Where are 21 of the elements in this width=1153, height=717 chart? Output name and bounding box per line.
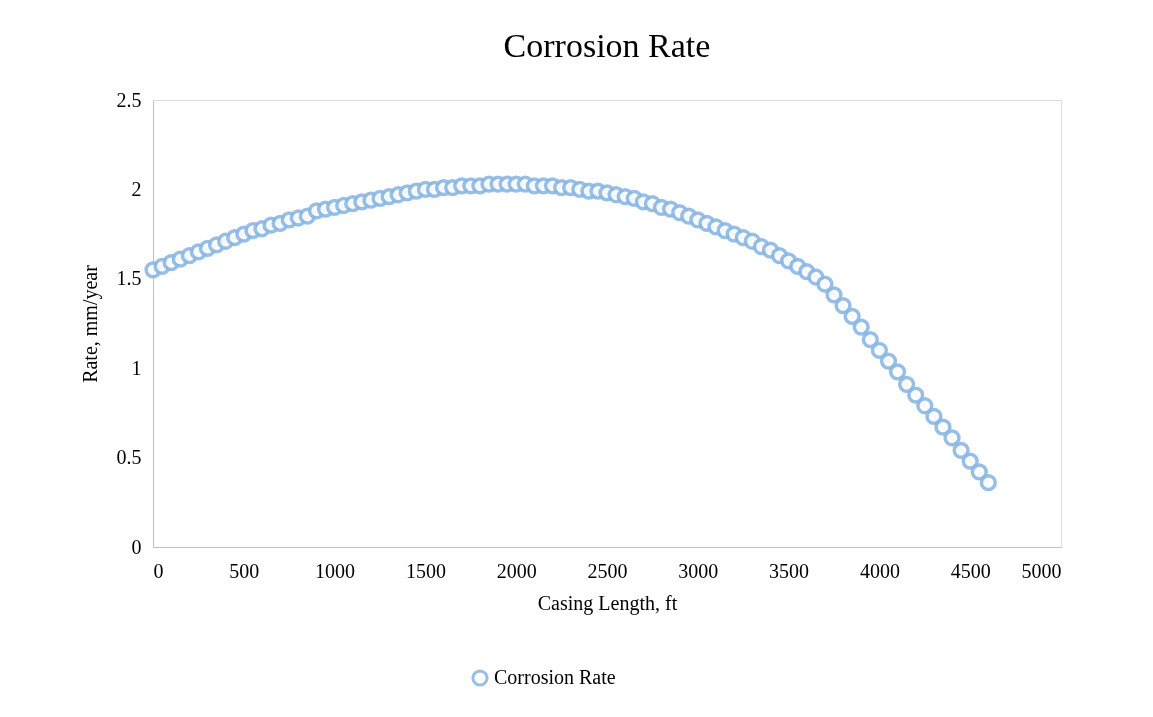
x-tick-label: 4500: [950, 559, 991, 582]
y-tick-label: 0.5: [116, 446, 142, 469]
y-tick-label: 1: [131, 356, 142, 379]
legend-label: Corrosion Rate: [494, 666, 616, 688]
x-tick-label: 3000: [678, 559, 719, 582]
chart-title: Corrosion Rate: [503, 27, 711, 64]
y-axis-title: Rate, mm/year: [78, 264, 102, 383]
x-tick-label: 2500: [587, 559, 628, 582]
x-tick-label: 5000: [1021, 559, 1062, 582]
y-tick-label: 0: [131, 535, 142, 558]
x-tick-label: 500: [229, 559, 260, 582]
x-tick-label: 3500: [769, 559, 810, 582]
x-tick-label: 4000: [859, 559, 900, 582]
x-tick-label: 2000: [496, 559, 537, 582]
y-tick-label: 2.5: [116, 88, 142, 111]
y-tick-label: 1.5: [116, 267, 142, 290]
x-tick-label: 1000: [315, 559, 356, 582]
x-axis-title: Casing Length, ft: [537, 591, 678, 615]
x-tick-label: 1500: [405, 559, 446, 582]
x-tick-label: 0: [153, 559, 164, 582]
y-tick-label: 2: [131, 177, 142, 200]
